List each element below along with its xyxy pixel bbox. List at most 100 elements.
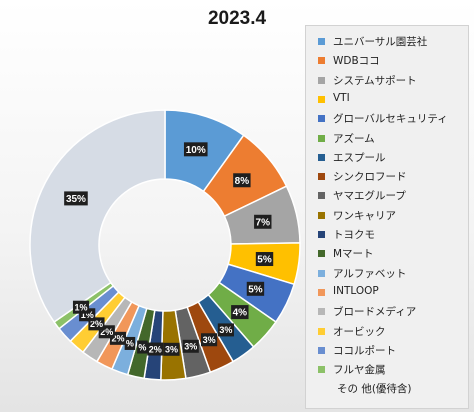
donut-slice [29, 109, 166, 323]
legend-label: ブロードメディア [333, 306, 417, 319]
data-label-text: 2% [111, 334, 124, 344]
chart-title: 2023.4 [207, 8, 267, 29]
data-label-box [72, 300, 90, 314]
data-label-text: 2% [90, 319, 103, 329]
data-label-text: 5% [248, 284, 263, 295]
data-label-text: 3% [184, 342, 197, 352]
data-label-box [183, 142, 208, 157]
legend-label: シンクロフード [333, 171, 407, 184]
legend-item: シンクロフード [306, 167, 466, 186]
data-label-box [124, 336, 136, 350]
data-label: 5% [255, 252, 274, 267]
legend-swatch [318, 134, 325, 142]
legend-swatch [318, 76, 325, 84]
legend-swatch [318, 346, 325, 354]
legend-label: グローバルセキュリティ [333, 113, 448, 126]
data-label: % [137, 340, 148, 354]
legend-item: その 他(優待含) [306, 379, 466, 398]
data-label: 3% [201, 333, 218, 347]
legend-swatch [318, 38, 325, 45]
legend: ユニバーサル園芸社 WDBココシステムサポート VTI グローバルセキュリティ アズーム… [305, 25, 469, 409]
legend-label: Mマート [333, 248, 374, 261]
data-label-text: 2% [100, 327, 113, 337]
data-label-text: 5% [257, 255, 272, 266]
legend-item: オービック [306, 322, 466, 341]
data-label-text: 1% [75, 302, 88, 312]
legend-swatch [318, 153, 325, 161]
legend-item: アズーム [306, 129, 466, 148]
legend-item: システムサポート [306, 71, 466, 90]
legend-label: INTLOOP [333, 284, 379, 297]
data-label: 5% [246, 281, 265, 296]
legend-label: アルファベット [333, 267, 407, 280]
data-label-text: 3% [203, 335, 216, 345]
legend-item: アルファベット [306, 264, 466, 283]
data-label-box [246, 281, 265, 296]
data-label-box [201, 333, 218, 347]
data-label-box [137, 340, 148, 354]
data-label-text: 4% [233, 308, 248, 319]
legend-label: エスプール [333, 151, 386, 164]
legend-label: アズーム [333, 132, 375, 145]
legend-swatch [318, 211, 325, 219]
data-label: 2% [147, 342, 164, 356]
legend-swatch [318, 308, 325, 316]
legend-item: Mマート [306, 244, 466, 263]
legend-swatch [318, 115, 325, 123]
data-label: 1% [72, 300, 90, 314]
legend-label: オービック [333, 325, 386, 338]
legend-label: ヤマエグループ [333, 190, 406, 203]
legend-item: ユニバーサル園芸社 [306, 32, 466, 51]
legend-swatch [318, 327, 325, 335]
data-label-text: 35% [66, 194, 86, 205]
legend-label: WDBココ [333, 55, 380, 68]
data-label: 8% [233, 173, 251, 188]
data-label-box [231, 305, 249, 320]
legend-swatch [318, 173, 325, 181]
legend-item: ヤマエグループ [306, 186, 466, 205]
data-label-text: 1% [81, 310, 94, 320]
data-label: 3% [182, 339, 199, 353]
data-label-box [254, 214, 272, 229]
legend-item: INTLOOP [306, 283, 466, 302]
legend-swatch [318, 231, 325, 238]
legend-label: VTI [333, 91, 350, 104]
data-label-text: 2% [149, 344, 162, 354]
legend-swatch [318, 57, 325, 65]
legend-swatch [318, 269, 325, 277]
data-label: 10% [183, 142, 208, 157]
legend-label: その 他(優待含) [337, 383, 412, 396]
legend-item: トヨクモ [306, 225, 466, 244]
data-label: 3% [217, 323, 234, 337]
data-label: % [124, 336, 136, 350]
data-label-box [217, 323, 234, 337]
legend-item: ブロードメディア [306, 302, 466, 321]
legend-swatch [318, 366, 325, 374]
legend-item: VTI [306, 90, 466, 109]
legend-swatch [318, 95, 325, 103]
legend-item: フルヤ金属 [306, 360, 466, 379]
legend-label: ユニバーサル園芸社 [333, 36, 428, 48]
data-label-text: 8% [235, 176, 250, 187]
legend-swatch [318, 250, 325, 258]
legend-label: ココルポート [333, 344, 396, 357]
legend-label: ワンキャリア [333, 209, 396, 222]
data-label-text: % [138, 342, 146, 352]
data-label-box [147, 342, 164, 356]
data-label: 3% [163, 342, 180, 356]
legend-swatch [318, 192, 325, 200]
data-label: 7% [254, 214, 272, 229]
data-label-text: % [126, 339, 134, 349]
legend-label: トヨクモ [333, 229, 375, 241]
legend-label: フルヤ金属 [333, 364, 386, 377]
data-label: 4% [231, 305, 249, 320]
legend-swatch [318, 288, 325, 296]
data-label-text: 10% [186, 145, 206, 156]
data-label-box [163, 342, 180, 356]
data-label-text: 7% [256, 217, 271, 228]
legend-item: グローバルセキュリティ [306, 109, 466, 128]
data-label: 35% [64, 191, 88, 206]
data-label-box [182, 339, 199, 353]
data-label-box [64, 191, 88, 206]
